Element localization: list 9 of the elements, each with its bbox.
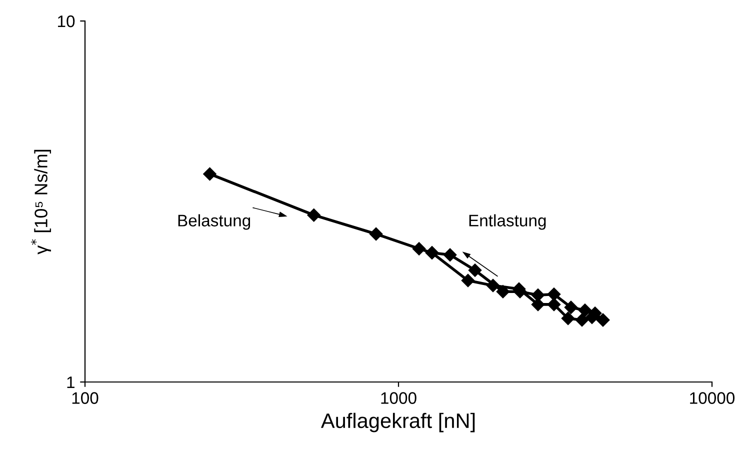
y-tick-label: 1 [67, 376, 74, 388]
y-axis-title: γ$^{*}$ [10⁵ Ns/m] [30, 150, 51, 254]
annotation: Belastung [178, 214, 250, 230]
x-tick-label: 10000 [690, 392, 735, 404]
x-tick-label: 1000 [381, 392, 416, 404]
x-axis-title: Auflagekraft [nN] [320, 412, 475, 432]
y-tick-label: 10 [58, 15, 75, 28]
annotation: Entlastung [469, 214, 546, 230]
x-tick-label: 100 [72, 392, 98, 404]
